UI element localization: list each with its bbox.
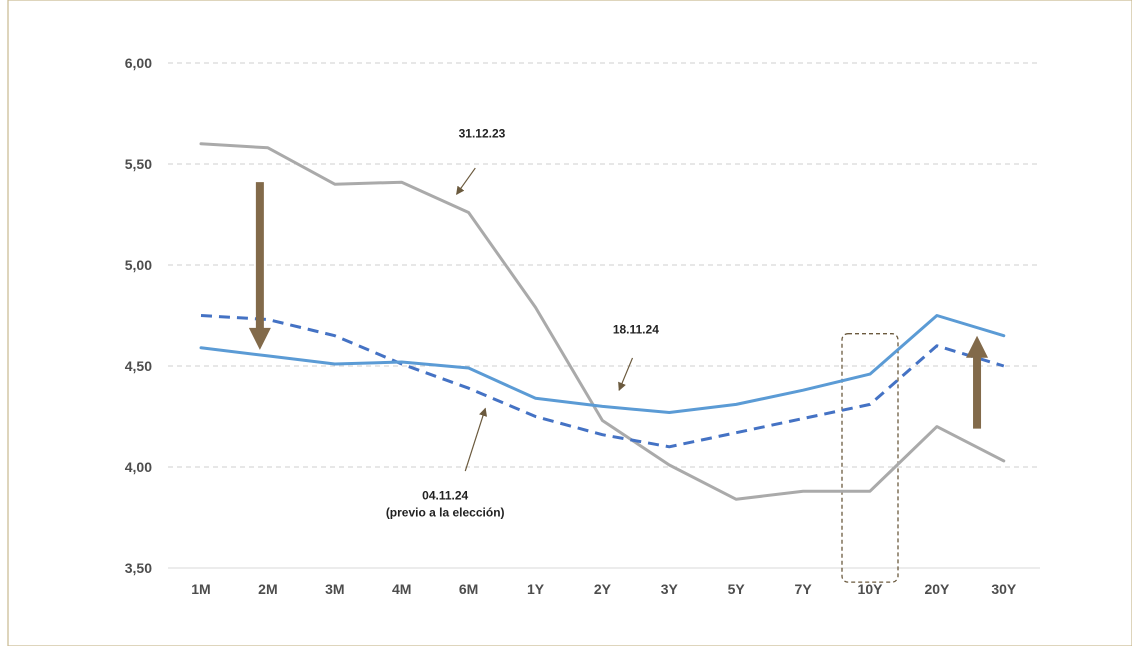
annotation-31-12-23: 31.12.23: [459, 127, 506, 141]
annotation-04-11-24: 04.11.24: [422, 488, 468, 502]
trend-arrow-down: [248, 182, 271, 350]
gridlines: [168, 62, 1040, 468]
highlight-box-10y: [841, 333, 899, 583]
pointer-arrow-18-11-24: [618, 357, 634, 392]
pointer-arrow-04-11-24: [464, 407, 488, 472]
series-line-04-11-24: [200, 314, 1005, 449]
y-tick-label-6-00: 6,00: [125, 55, 152, 71]
pointer-arrow-31-12-23: [456, 167, 476, 195]
x-axis: 1M 2M 3M 4M 6M 1Y 2Y 3Y 5Y 7Y 10Y 20Y 30Y: [191, 581, 1017, 597]
y-tick-label-4-00: 4,00: [125, 459, 152, 475]
y-tick-label-5-50: 5,50: [125, 156, 152, 172]
y-tick-label-4-50: 4,50: [125, 358, 152, 374]
series-layer: [199, 142, 1006, 501]
x-tick-label-3m: 3M: [325, 581, 344, 597]
x-tick-label-2y: 2Y: [594, 581, 612, 597]
chart-border: [7, 0, 1132, 647]
x-tick-label-1m: 1M: [191, 581, 210, 597]
x-tick-label-3y: 3Y: [661, 581, 679, 597]
series-line-18-11-24: [199, 314, 1006, 414]
annotation-layer: 31.12.23 18.11.24 04.11.24 (previo a la …: [386, 127, 659, 520]
annotation-18-11-24: 18.11.24: [613, 323, 659, 337]
highlight-box-layer: [841, 333, 899, 583]
x-tick-label-10y: 10Y: [858, 581, 884, 597]
x-tick-label-6m: 6M: [459, 581, 478, 597]
series-line-31-12-23: [199, 142, 1006, 501]
annotation-04-11-24-note: (previo a la elección): [386, 505, 505, 519]
arrow-layer: [248, 182, 989, 429]
x-tick-label-20y: 20Y: [924, 581, 950, 597]
trend-arrow-up: [966, 335, 989, 429]
y-tick-label-5-00: 5,00: [125, 257, 152, 273]
x-tick-label-5y: 5Y: [728, 581, 746, 597]
x-tick-label-30y: 30Y: [991, 581, 1017, 597]
x-tick-label-7y: 7Y: [795, 581, 813, 597]
x-tick-label-4m: 4M: [392, 581, 411, 597]
x-tick-label-2m: 2M: [258, 581, 277, 597]
x-tick-label-1y: 1Y: [527, 581, 545, 597]
y-tick-label-3-50: 3,50: [125, 560, 152, 576]
y-axis: 3,50 4,00 4,50 5,00 5,50 6,00: [125, 55, 1040, 576]
